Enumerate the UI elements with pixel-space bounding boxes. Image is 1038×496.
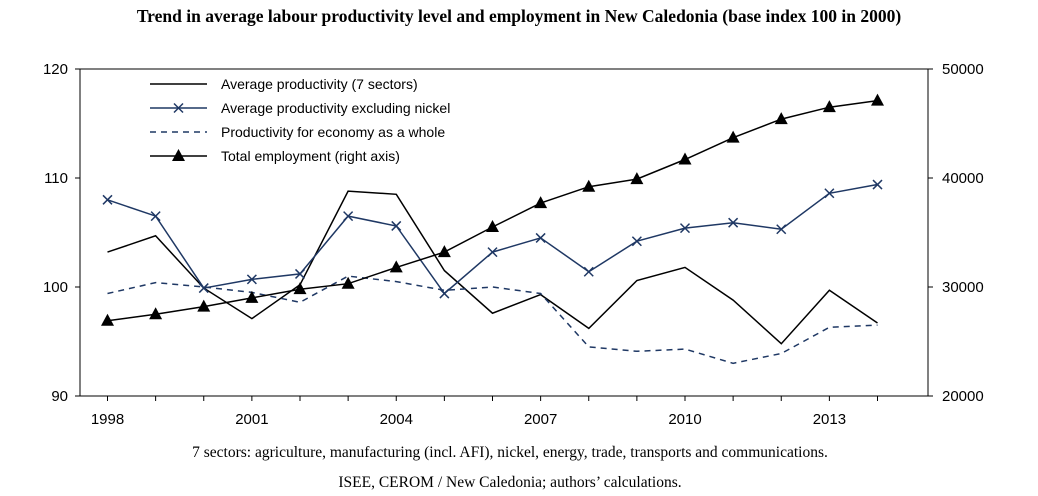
- x-marker: [728, 217, 739, 228]
- legend-entry: Total employment (right axis): [150, 148, 400, 164]
- x-marker: [824, 188, 835, 199]
- x-marker: [679, 223, 691, 234]
- legend-entry: Productivity for economy as a whole: [150, 124, 445, 140]
- y-right-tick-label: 40000: [942, 170, 984, 187]
- x-marker: [631, 236, 642, 247]
- triangle-marker: [678, 152, 692, 165]
- triangle-marker: [630, 172, 644, 185]
- triangle-marker: [534, 196, 548, 209]
- series-line: [107, 183, 878, 295]
- y-left-tick-label: 120: [43, 61, 68, 78]
- series-3: [107, 275, 878, 365]
- legend-label: Total employment (right axis): [221, 148, 400, 164]
- triangle-marker: [486, 220, 499, 233]
- x-marker: [173, 102, 184, 114]
- x-tick-label: 1998: [91, 411, 124, 428]
- legend: Average productivity (7 sectors) Average …: [150, 76, 450, 164]
- x-marker: [776, 224, 787, 235]
- triangle-marker: [149, 307, 163, 320]
- triangle-marker: [293, 282, 307, 295]
- triangle-marker: [582, 179, 596, 192]
- triangle-marker: [437, 245, 451, 258]
- x-tick-label: 2013: [813, 411, 846, 428]
- sectors-note: 7 sectors: agriculture, manufacturing (i…: [192, 444, 828, 461]
- series-4: [101, 93, 884, 326]
- triangle-marker: [774, 112, 788, 125]
- axes: 90 100 110 120 20000 30000 40000 50000 1998 2001 2…: [43, 61, 984, 428]
- legend-label: Average productivity excluding nickel: [221, 100, 450, 116]
- x-marker: [487, 247, 498, 258]
- x-marker: [294, 268, 306, 279]
- x-marker: [439, 288, 450, 299]
- legend-label: Productivity for economy as a whole: [221, 124, 445, 140]
- source-note: ISEE, CEROM / New Caledonia; authors’ ca…: [338, 474, 682, 491]
- y-left-tick-label: 110: [44, 170, 68, 187]
- triangle-marker: [389, 260, 403, 273]
- triangle-marker: [172, 149, 185, 161]
- x-marker: [343, 211, 354, 222]
- x-marker: [198, 283, 209, 294]
- x-tick-label: 2001: [235, 411, 268, 428]
- legend-entry: Average productivity excluding nickel: [150, 100, 450, 116]
- triangle-marker: [101, 313, 114, 326]
- triangle-marker: [341, 276, 355, 289]
- series-layer: [101, 93, 884, 365]
- series-line: [107, 190, 878, 345]
- x-marker: [583, 266, 594, 277]
- x-marker: [872, 179, 883, 190]
- series-1: [107, 190, 878, 345]
- x-marker: [535, 232, 546, 243]
- triangle-marker: [197, 299, 211, 312]
- y-right-tick-label: 20000: [942, 388, 984, 405]
- y-left-tick-label: 100: [43, 279, 68, 296]
- legend-label: Average productivity (7 sectors): [221, 76, 418, 92]
- chart-title: Trend in average labour productivity lev…: [136, 6, 902, 26]
- plot-frame: [79, 68, 929, 397]
- triangle-marker: [245, 290, 259, 303]
- y-right-tick-label: 50000: [942, 61, 984, 78]
- x-tick-label: 2007: [524, 411, 557, 428]
- series-2: [102, 179, 883, 299]
- y-left-tick-label: 90: [51, 388, 68, 405]
- x-marker: [391, 220, 402, 231]
- x-marker: [246, 274, 257, 285]
- triangle-marker: [726, 130, 740, 143]
- x-tick-label: 2010: [668, 411, 701, 428]
- x-tick-label: 2004: [380, 411, 413, 428]
- x-marker: [102, 194, 113, 205]
- triangle-marker: [871, 93, 884, 106]
- legend-entry: Average productivity (7 sectors): [150, 76, 418, 92]
- y-right-tick-label: 30000: [942, 279, 984, 296]
- triangle-marker: [822, 100, 836, 113]
- x-marker: [150, 211, 161, 222]
- series-line: [107, 275, 878, 365]
